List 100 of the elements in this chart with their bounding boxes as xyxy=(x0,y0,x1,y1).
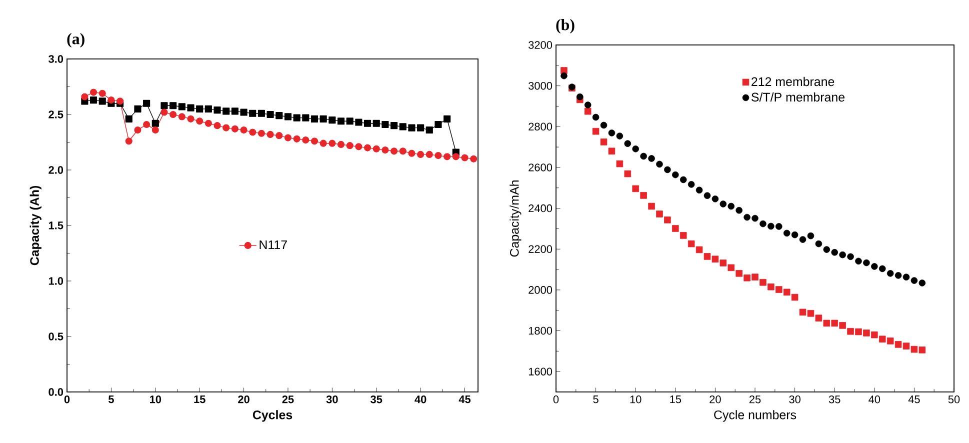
point xyxy=(399,148,406,155)
x-tick-label: 20 xyxy=(238,396,250,404)
point xyxy=(231,108,238,115)
point xyxy=(712,256,719,262)
point xyxy=(918,280,926,286)
point xyxy=(81,93,88,100)
point xyxy=(187,115,194,122)
x-tick-label: 50 xyxy=(948,396,960,404)
point xyxy=(399,123,406,130)
point xyxy=(170,102,177,110)
x-tick-label: 10 xyxy=(150,396,162,404)
x-tick-label: 40 xyxy=(868,396,880,404)
point xyxy=(640,192,647,199)
chart-title: (b) xyxy=(556,19,574,34)
point xyxy=(776,223,782,230)
point xyxy=(328,140,336,147)
point xyxy=(214,122,221,130)
point xyxy=(408,150,416,157)
point xyxy=(134,105,142,112)
point xyxy=(231,125,238,132)
y-tick-label: 3000 xyxy=(528,82,552,90)
point xyxy=(584,108,592,115)
point xyxy=(720,260,727,266)
y-tick-label: 1600 xyxy=(528,368,552,376)
y-tick-label: 0.5 xyxy=(48,332,64,340)
point xyxy=(152,126,159,134)
point xyxy=(847,253,854,260)
point xyxy=(372,120,380,127)
point xyxy=(728,202,735,210)
point xyxy=(600,138,608,146)
point xyxy=(143,100,150,107)
x-tick-label: 35 xyxy=(828,396,840,404)
point xyxy=(222,108,230,115)
point xyxy=(871,331,878,338)
point xyxy=(768,283,774,290)
point xyxy=(592,128,600,135)
point xyxy=(178,113,186,120)
point xyxy=(752,214,758,222)
y-tick-label: 3.0 xyxy=(48,55,64,63)
point xyxy=(831,320,838,327)
point xyxy=(855,258,862,265)
legend-label: S/T/P membrane xyxy=(752,92,844,102)
point xyxy=(258,110,265,117)
point xyxy=(320,140,327,147)
point xyxy=(696,186,703,194)
legend-label: N117 xyxy=(260,240,287,249)
point xyxy=(736,206,742,214)
point xyxy=(886,338,894,344)
point xyxy=(240,108,248,116)
point xyxy=(204,105,212,112)
x-tick-label: 15 xyxy=(194,396,206,404)
point xyxy=(600,122,608,129)
point xyxy=(640,152,647,160)
x-axis-title: Cycle numbers xyxy=(714,410,796,422)
point xyxy=(624,140,632,147)
y-tick-label: 2400 xyxy=(528,204,552,212)
point xyxy=(688,181,695,188)
point xyxy=(337,140,345,148)
point xyxy=(98,98,106,105)
point xyxy=(894,272,902,279)
y-tick-label: 2600 xyxy=(528,164,552,172)
point xyxy=(293,114,300,122)
x-tick-label: 25 xyxy=(282,396,294,404)
point xyxy=(831,248,838,256)
y-axis-title: Capacity (Ah) xyxy=(30,186,42,266)
point xyxy=(276,112,283,120)
point xyxy=(355,143,362,150)
x-tick-label: 45 xyxy=(458,396,471,404)
point xyxy=(417,124,424,132)
point xyxy=(783,288,790,296)
point xyxy=(426,150,433,158)
point xyxy=(910,277,918,284)
point xyxy=(178,103,186,110)
point xyxy=(417,150,424,158)
point xyxy=(364,120,372,127)
point xyxy=(878,265,886,272)
point xyxy=(310,138,318,145)
point xyxy=(815,314,822,322)
point xyxy=(760,278,766,286)
point xyxy=(902,274,910,280)
point xyxy=(302,114,310,122)
point xyxy=(664,216,671,224)
point xyxy=(624,170,632,178)
point xyxy=(656,160,663,168)
x-tick-label: 35 xyxy=(370,396,382,404)
x-tick-label: 45 xyxy=(908,396,920,404)
y-tick-label: 3200 xyxy=(528,41,552,49)
point xyxy=(910,346,918,353)
y-tick-label: 2000 xyxy=(528,286,552,294)
legend-label: 212 membrane xyxy=(752,76,834,86)
point xyxy=(266,130,274,138)
point xyxy=(444,153,451,160)
y-tick-label: 0.0 xyxy=(48,388,64,396)
point xyxy=(704,253,711,260)
point xyxy=(461,154,468,162)
point xyxy=(696,246,703,254)
point xyxy=(672,225,679,232)
y-tick-label: 1800 xyxy=(528,326,552,335)
point xyxy=(444,115,451,122)
point xyxy=(847,328,854,335)
